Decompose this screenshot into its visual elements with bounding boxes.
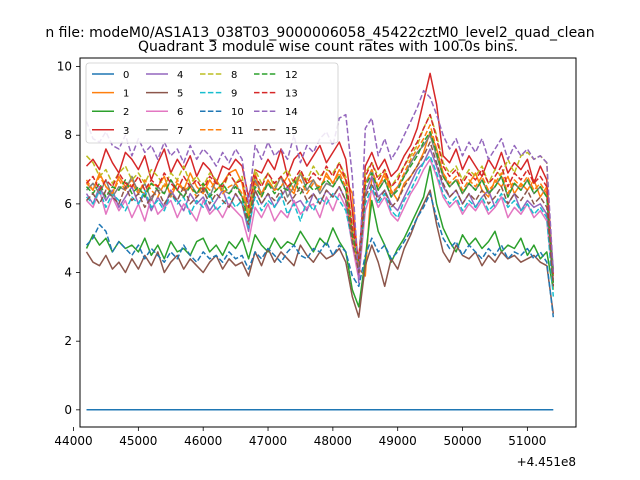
legend-label-7: 7 [177,126,183,137]
y-tick-label: 8 [64,128,72,142]
x-tick-label: 46000 [184,434,222,448]
y-tick-label: 10 [57,60,72,74]
legend-label-4: 4 [177,70,183,81]
legend-label-0: 0 [123,70,129,81]
suptitle: n file: modeM0/AS1A13_038T03_9000006058_… [45,25,594,41]
series-line-10 [85,192,555,318]
y-axis: 0 2 4 6 8 10 [57,60,80,417]
series-line-6 [85,158,555,283]
series-layer [85,72,555,411]
legend-label-13: 13 [285,89,298,100]
series-line-12 [85,131,555,283]
y-tick-label: 6 [64,197,72,211]
legend-label-15: 15 [285,126,298,137]
series-line-11 [85,124,555,287]
series-line-15 [85,141,555,287]
y-tick-label: 0 [64,403,72,417]
x-tick-label: 49000 [379,434,417,448]
x-axis: 44000 45000 46000 47000 48000 49000 50000 51000 [54,427,546,448]
x-tick-label: 47000 [249,434,287,448]
x-tick-label: 45000 [119,434,157,448]
x-tick-label: 51000 [508,434,546,448]
legend-label-10: 10 [231,107,244,118]
axes-frame [79,57,577,428]
y-tick-label: 2 [64,334,72,348]
legend-label-12: 12 [285,70,298,81]
series-line-2 [85,165,555,308]
legend-box [85,62,339,144]
legend-label-14: 14 [285,107,298,118]
y-tick-label: 4 [64,266,72,280]
x-tick-label: 50000 [443,434,481,448]
legend-label-2: 2 [123,107,129,118]
series-line-1 [85,131,555,277]
legend-label-6: 6 [177,107,183,118]
series-line-8 [85,113,555,290]
legend-label-11: 11 [231,126,244,137]
legend-label-1: 1 [123,89,129,100]
x-tick-label: 48000 [314,434,352,448]
legend-label-8: 8 [231,70,237,81]
legend-label-5: 5 [177,89,183,100]
legend-label-9: 9 [231,89,237,100]
x-axis-offset-label: +4.451e8 [517,455,576,469]
legend-label-3: 3 [123,126,129,137]
series-line-13 [85,113,555,277]
chart-title: Quadrant 3 module wise count rates with … [138,39,518,55]
x-tick-label: 44000 [54,434,92,448]
series-line-3 [85,72,555,273]
series-line-9 [85,155,555,297]
